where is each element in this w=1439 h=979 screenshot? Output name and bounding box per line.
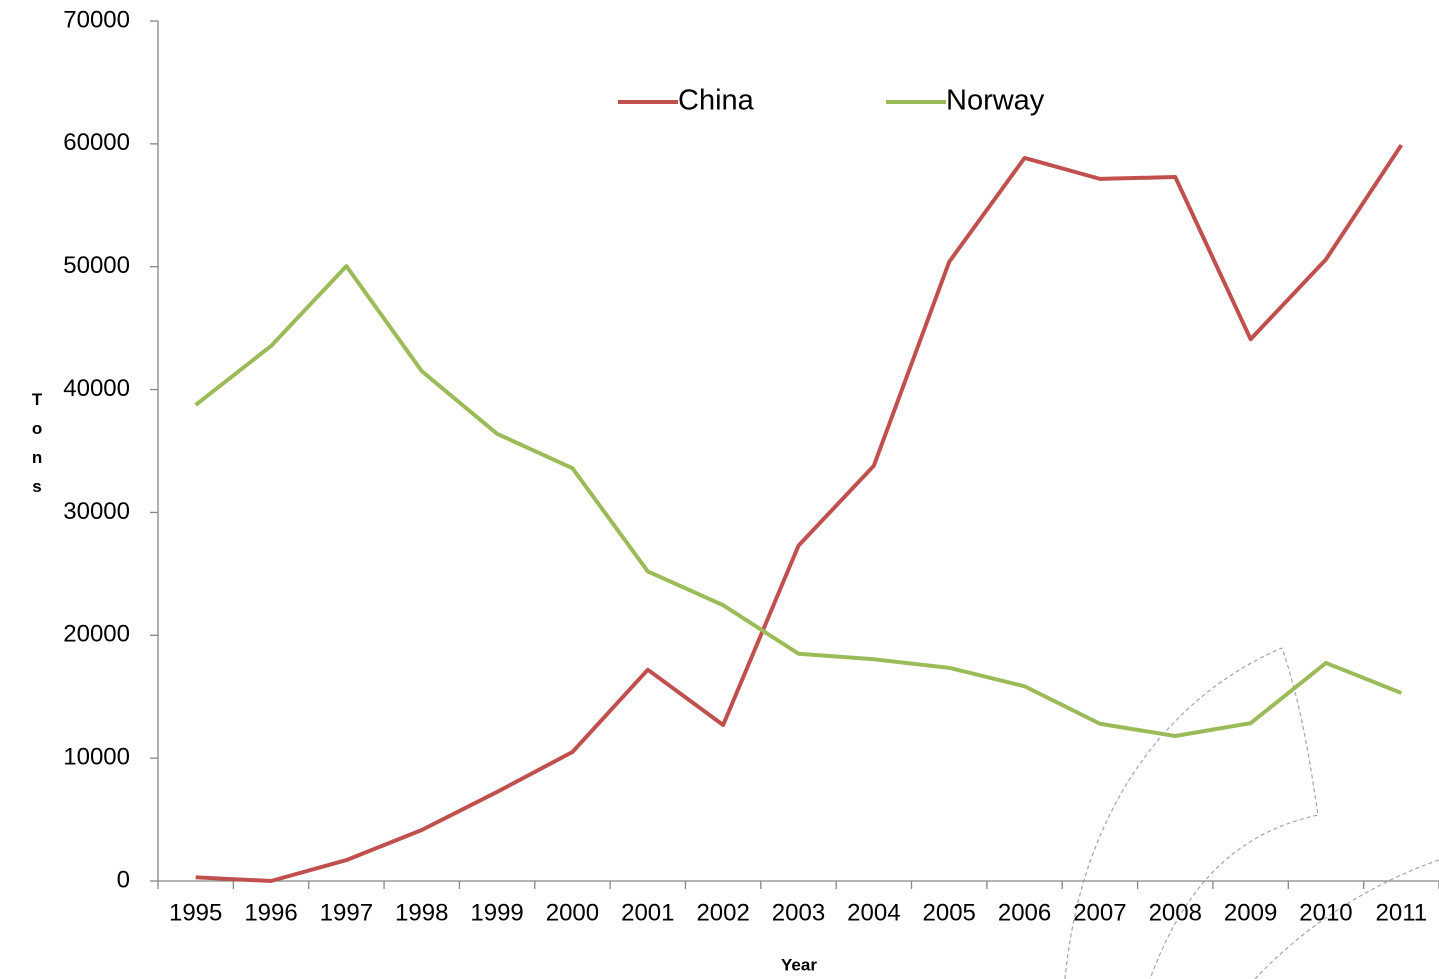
x-tick-label: 2001 xyxy=(621,899,674,926)
x-tick-label: 2008 xyxy=(1149,899,1202,926)
y-tick-label: 0 xyxy=(117,866,130,893)
x-tick-label: 2004 xyxy=(847,899,900,926)
y-tick-label: 60000 xyxy=(63,129,130,156)
x-axis-label: Year xyxy=(781,955,817,974)
x-tick-label: 1998 xyxy=(395,899,448,926)
x-tick-label: 1996 xyxy=(244,899,297,926)
legend-label: Norway xyxy=(946,85,1045,117)
y-tick-label: 20000 xyxy=(63,621,130,648)
x-tick-label: 2002 xyxy=(696,899,749,926)
y-tick-label: 50000 xyxy=(63,252,130,279)
x-tick-label: 2003 xyxy=(772,899,825,926)
decoration xyxy=(1254,859,1439,979)
x-tick-label: 2010 xyxy=(1299,899,1352,926)
legend-label: China xyxy=(678,85,755,117)
y-tick-label: 70000 xyxy=(63,6,130,33)
x-tick-label: 2011 xyxy=(1376,899,1428,926)
y-axis-label: Tons xyxy=(28,390,47,506)
decoration xyxy=(1064,647,1319,979)
x-tick-label: 2009 xyxy=(1224,899,1277,926)
x-tick-label: 2005 xyxy=(923,899,976,926)
x-tick-label: 2007 xyxy=(1073,899,1126,926)
x-tick-label: 2000 xyxy=(546,899,599,926)
y-tick-label: 40000 xyxy=(63,375,130,402)
y-tick-label: 10000 xyxy=(63,743,130,770)
line-series xyxy=(194,264,1403,739)
x-tick-label: 1997 xyxy=(320,899,373,926)
y-tick-label: 30000 xyxy=(63,498,130,525)
x-tick-label: 1995 xyxy=(169,899,222,926)
line-series xyxy=(195,143,1403,883)
x-tick-label: 2006 xyxy=(998,899,1051,926)
x-tick-label: 1999 xyxy=(470,899,523,926)
